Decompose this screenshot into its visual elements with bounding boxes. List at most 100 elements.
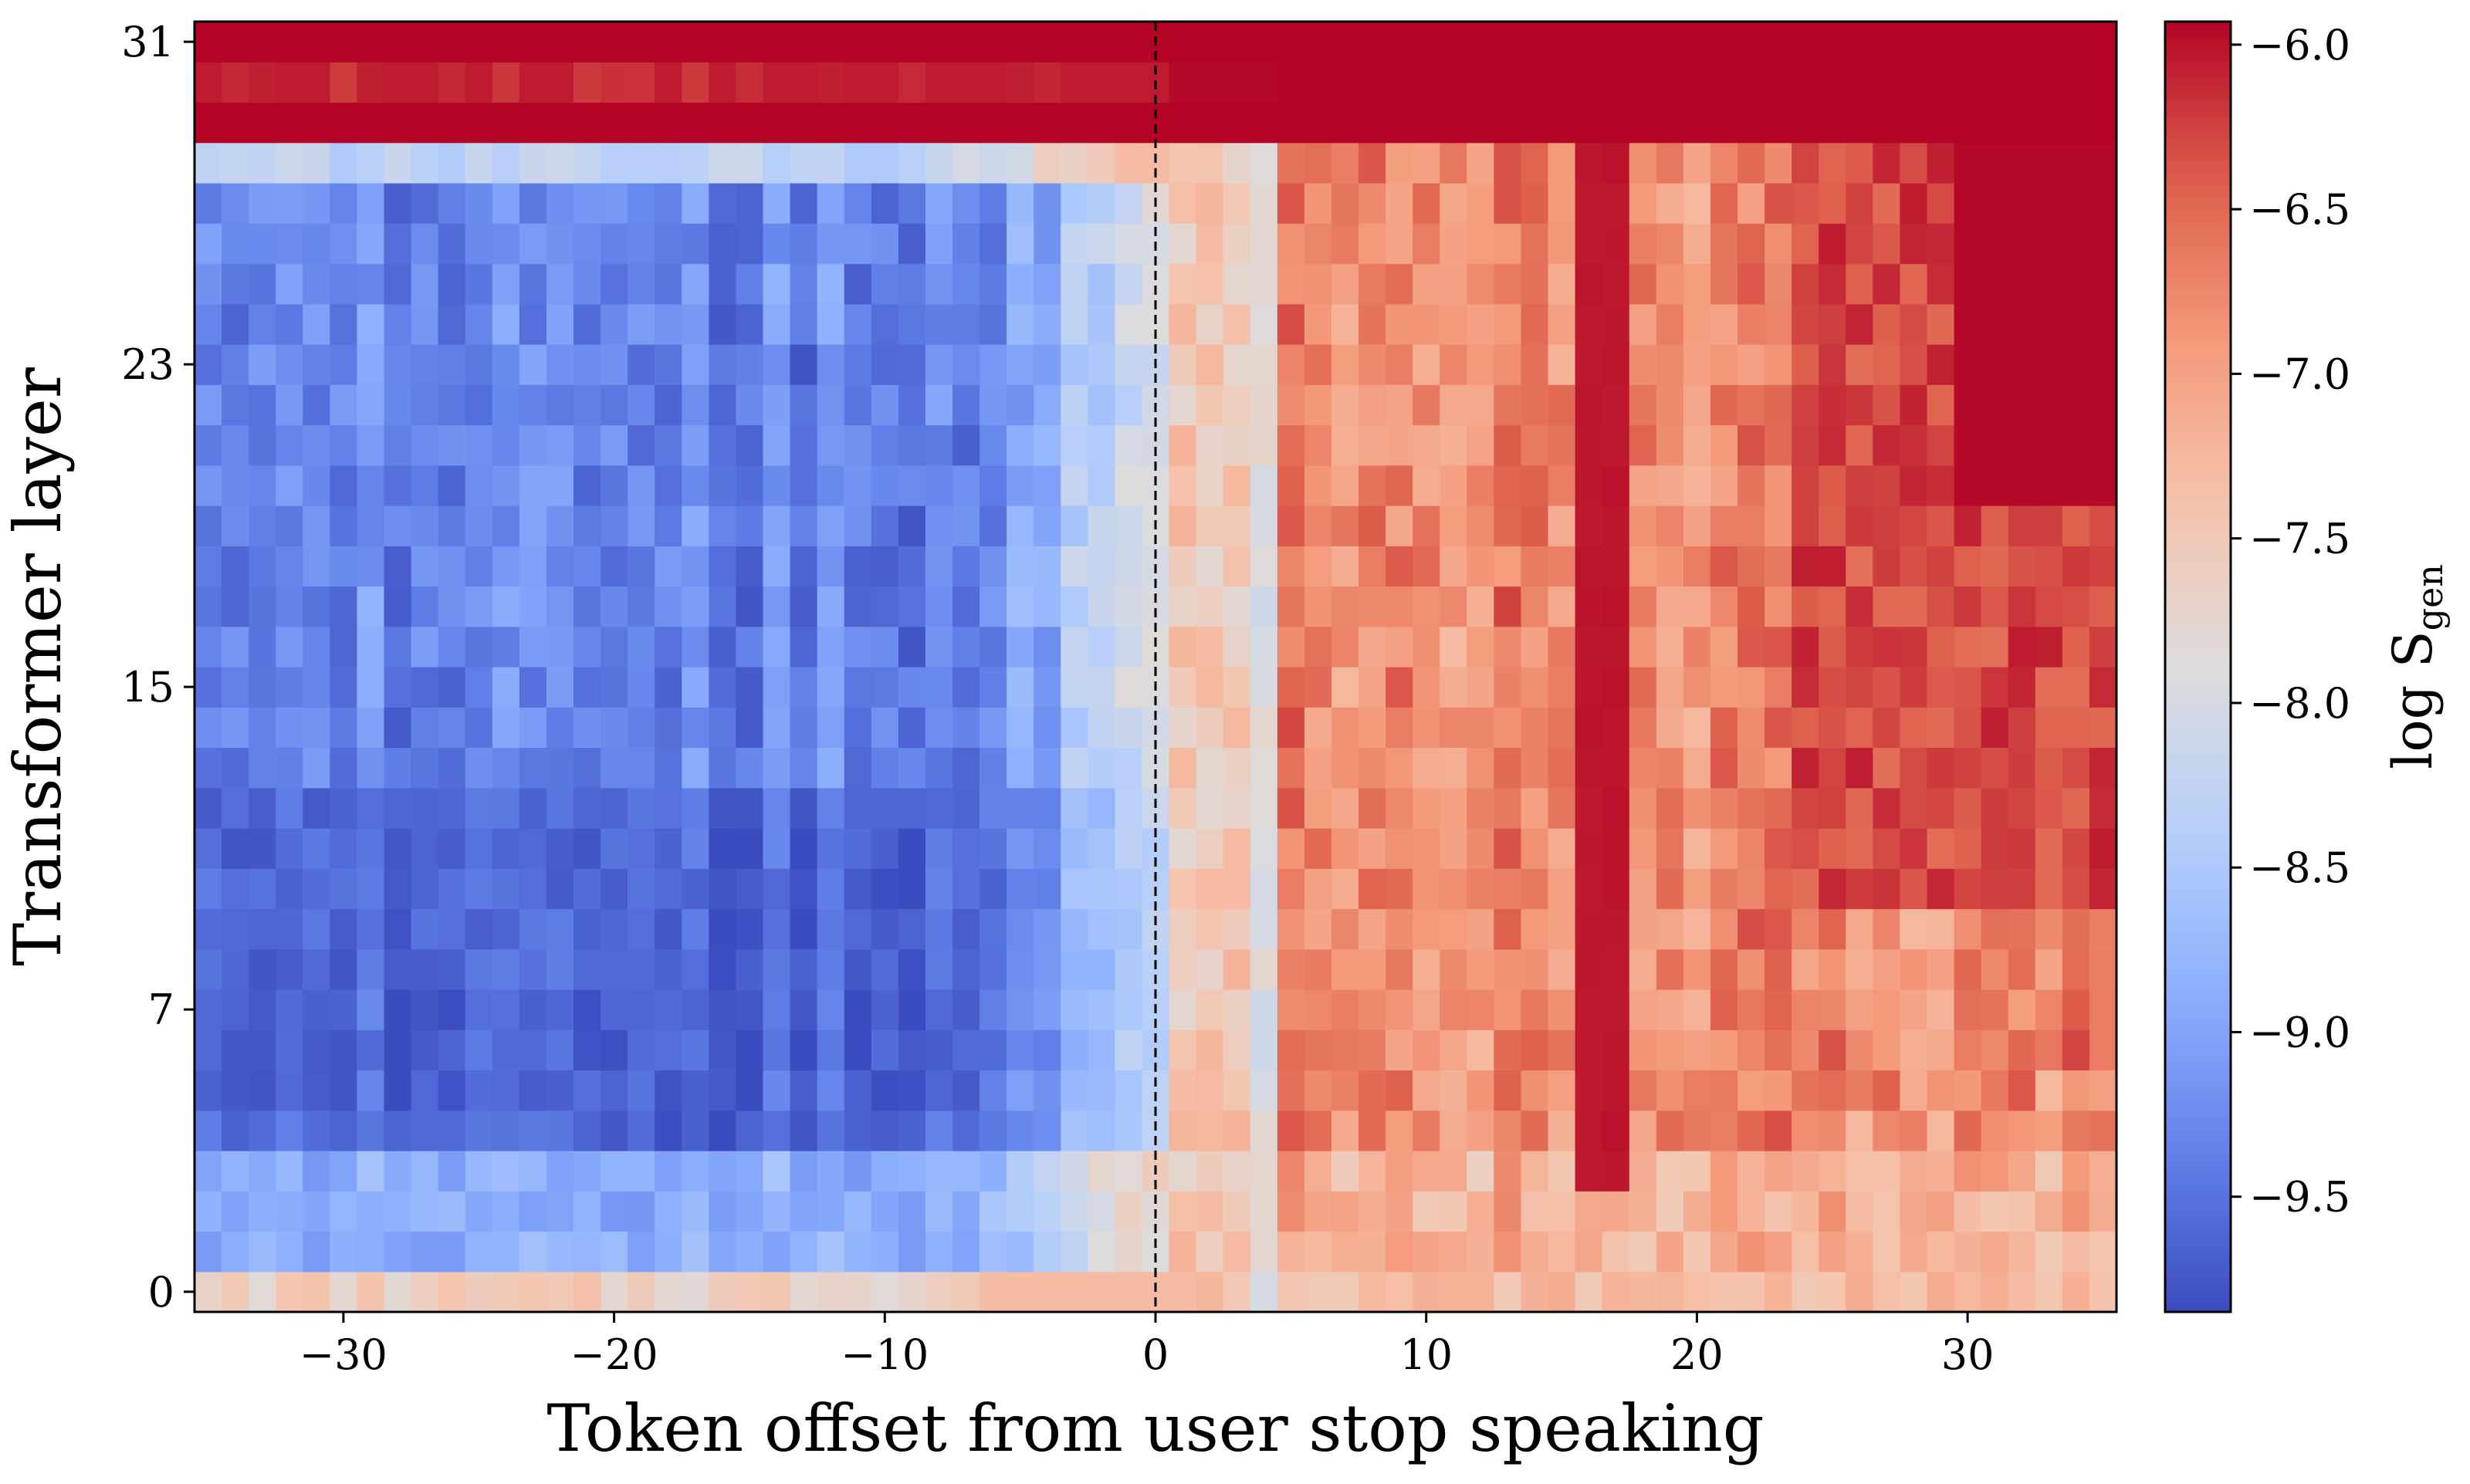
heatmap-cell (1710, 465, 1738, 506)
heatmap-cell (1548, 908, 1576, 950)
heatmap-cell (1386, 1110, 1413, 1151)
heatmap-cell (519, 586, 547, 627)
heatmap-cell (1007, 546, 1034, 587)
heatmap-cell (898, 142, 926, 184)
heatmap-cell (2035, 465, 2063, 506)
heatmap-cell (195, 1110, 222, 1151)
heatmap-cell (763, 1110, 791, 1151)
heatmap-cell (1521, 1271, 1549, 1313)
heatmap-cell (1629, 908, 1657, 950)
colorbar-tick-label: −8.0 (2249, 679, 2350, 728)
heatmap-cell (1927, 1271, 1955, 1313)
heatmap-cell (1954, 1191, 1982, 1232)
heatmap-cell (980, 22, 1007, 63)
heatmap-cell (1494, 626, 1522, 668)
heatmap-cell (898, 908, 926, 950)
heatmap-cell (2035, 384, 2063, 426)
heatmap-cell (1277, 1070, 1305, 1111)
heatmap-cell (1873, 22, 1901, 63)
heatmap-cell (492, 102, 520, 144)
heatmap-cell (546, 183, 574, 224)
heatmap-cell (1792, 102, 1819, 144)
heatmap-cell (628, 1231, 655, 1273)
heatmap-cell (817, 62, 845, 103)
heatmap-cell (1629, 102, 1657, 144)
heatmap-cell (1846, 1271, 1873, 1313)
heatmap-cell (1250, 586, 1278, 627)
heatmap-cell (195, 1151, 222, 1192)
heatmap-cell (1737, 465, 1765, 506)
heatmap-cell (763, 102, 791, 144)
heatmap-cell (601, 707, 628, 749)
heatmap-cell (1088, 505, 1115, 546)
heatmap-cell (1386, 1271, 1413, 1313)
heatmap-cell (1196, 1151, 1224, 1192)
heatmap-cell (1792, 787, 1819, 829)
heatmap-cell (1494, 303, 1522, 345)
heatmap-cell (1196, 384, 1224, 426)
heatmap-cell (2008, 183, 2036, 224)
heatmap-cell (1007, 344, 1034, 385)
heatmap-cell (2062, 344, 2090, 385)
heatmap-cell (1521, 465, 1549, 506)
heatmap-cell (1656, 707, 1684, 749)
heatmap-cell (1250, 828, 1278, 869)
heatmap-cell (1792, 465, 1819, 506)
heatmap-cell (1548, 1151, 1576, 1192)
heatmap-cell (628, 1191, 655, 1232)
heatmap-cell (628, 223, 655, 265)
heatmap-cell (1196, 223, 1224, 265)
heatmap-cell (1494, 989, 1522, 1030)
heatmap-cell (1981, 908, 2009, 950)
heatmap-cell (1413, 505, 1440, 546)
heatmap-cell (519, 424, 547, 466)
heatmap-cell (1250, 989, 1278, 1030)
heatmap-cell (1115, 424, 1143, 466)
heatmap-cell (1440, 546, 1467, 587)
heatmap-cell (628, 787, 655, 829)
heatmap-cell (1034, 223, 1061, 265)
heatmap-cell (1846, 344, 1873, 385)
heatmap-cell (1115, 1271, 1143, 1313)
heatmap-cell (1575, 1029, 1603, 1071)
heatmap-cell (1710, 626, 1738, 668)
heatmap-cell (195, 948, 222, 990)
heatmap-cell (763, 142, 791, 184)
heatmap-cell (763, 1151, 791, 1192)
heatmap-cell (546, 1231, 574, 1273)
heatmap-cell (1196, 303, 1224, 345)
heatmap-cell (601, 263, 628, 305)
heatmap-cell (682, 1110, 709, 1151)
heatmap-cell (1413, 1151, 1440, 1192)
heatmap-cell (1602, 667, 1630, 708)
heatmap-cell (303, 747, 330, 789)
heatmap-cell (1494, 546, 1522, 587)
heatmap-cell (1007, 183, 1034, 224)
heatmap-cell (1440, 1070, 1467, 1111)
heatmap-cell (655, 62, 682, 103)
heatmap-cell (1846, 787, 1873, 829)
heatmap-cell (2062, 586, 2090, 627)
heatmap-cell (249, 142, 276, 184)
heatmap-cell (249, 707, 276, 749)
heatmap-cell (1710, 1029, 1738, 1071)
heatmap-cell (1467, 908, 1494, 950)
heatmap-cell (1765, 1271, 1792, 1313)
heatmap-cell (222, 62, 249, 103)
heatmap-cell (736, 747, 764, 789)
heatmap-cell (1196, 505, 1224, 546)
heatmap-cell (303, 344, 330, 385)
heatmap-cell (573, 424, 601, 466)
heatmap-cell (384, 1151, 412, 1192)
heatmap-cell (925, 868, 953, 910)
heatmap-cell (546, 505, 574, 546)
heatmap-cell (1521, 747, 1549, 789)
heatmap-cell (655, 1271, 682, 1313)
heatmap-cell (1250, 1151, 1278, 1192)
heatmap-cell (1169, 223, 1197, 265)
colorbar (2164, 20, 2232, 1313)
heatmap-cell (1331, 707, 1359, 749)
heatmap-cell (1792, 424, 1819, 466)
heatmap-cell (1007, 667, 1034, 708)
heatmap-cell (2062, 1231, 2090, 1273)
